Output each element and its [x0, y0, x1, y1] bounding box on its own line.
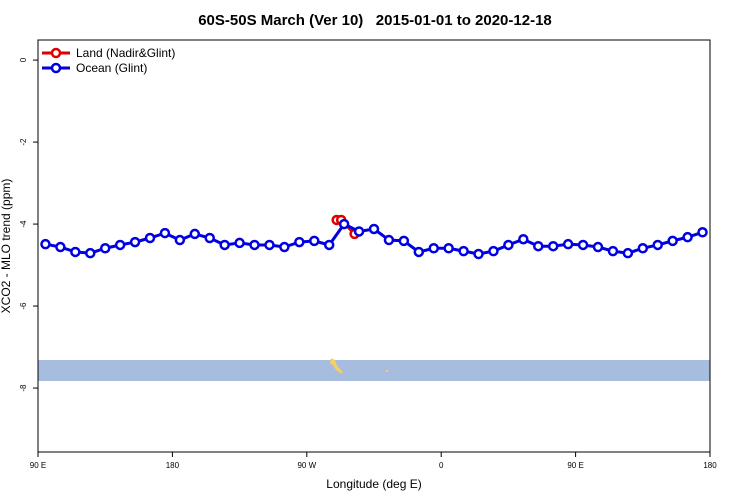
data-point [40, 238, 51, 250]
legend-label: Land (Nadir&Glint) [76, 46, 175, 60]
data-point [697, 227, 708, 238]
data-point [368, 223, 380, 235]
y-tick-label: -2 [19, 138, 28, 146]
data-point [234, 237, 245, 249]
data-point [518, 233, 529, 245]
data-point [667, 235, 678, 247]
data-point [562, 238, 574, 250]
y-tick-label: -8 [19, 384, 28, 392]
y-tick-label: -6 [19, 302, 28, 310]
x-tick-label: 180 [166, 461, 180, 470]
data-point [353, 226, 365, 237]
data-point [533, 240, 544, 252]
data-point [622, 247, 634, 259]
data-point [398, 235, 410, 247]
data-point [309, 235, 320, 247]
land-shape [386, 370, 388, 372]
plot-frame [37, 39, 711, 453]
data-point [249, 239, 260, 251]
data-point [279, 241, 290, 253]
data-point [159, 227, 171, 239]
legend-label: Ocean (Glint) [76, 61, 147, 75]
data-point [488, 245, 499, 257]
x-tick-label: 90 E [567, 461, 583, 470]
legend-marker [50, 47, 62, 59]
data-point [652, 239, 663, 251]
land-shape [330, 358, 343, 373]
data-point [99, 243, 111, 254]
data-point [114, 239, 126, 251]
x-tick-label: 90 E [30, 461, 46, 470]
data-point [294, 236, 305, 248]
data-point [70, 246, 81, 258]
data-point [458, 245, 469, 257]
map-strip [38, 360, 710, 381]
x-tick-label: 90 W [297, 461, 316, 470]
data-point [428, 243, 439, 254]
data-point [129, 236, 141, 248]
data-point [473, 248, 484, 260]
x-tick-label: 0 [439, 461, 444, 470]
data-point [577, 239, 589, 251]
y-tick-label: -4 [19, 220, 28, 228]
data-point [189, 228, 201, 240]
data-point [85, 247, 96, 259]
x-axis-label: Longitude (deg E) [326, 477, 421, 491]
data-point [174, 234, 186, 246]
data-point [144, 232, 156, 244]
data-point [55, 241, 66, 253]
data-point [413, 246, 425, 258]
legend-marker [50, 62, 62, 74]
y-tick-label: 0 [19, 57, 28, 62]
data-point [383, 234, 395, 246]
data-point [264, 239, 275, 251]
data-point [682, 231, 693, 243]
data-point [607, 245, 619, 257]
data-point [338, 218, 350, 230]
data-point [204, 232, 215, 244]
data-point [547, 240, 559, 252]
data-point [637, 243, 649, 254]
x-tick-label: 180 [703, 461, 717, 470]
data-point [323, 239, 335, 251]
data-point [219, 239, 230, 251]
y-axis-label: XCO2 - MLO trend (ppm) [0, 179, 13, 314]
data-point [443, 243, 454, 254]
chart-title: 60S-50S March (Ver 10) 2015-01-01 to 202… [198, 12, 552, 29]
data-point [503, 239, 514, 251]
data-point [592, 241, 604, 253]
